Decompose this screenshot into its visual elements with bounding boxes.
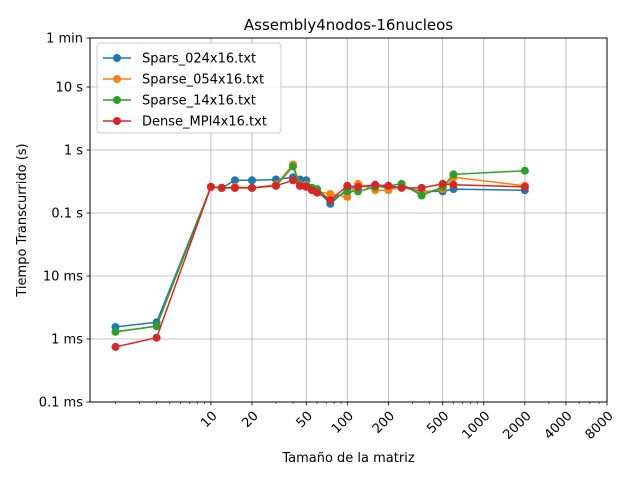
data-point	[111, 327, 120, 336]
legend-label: Dense_MPI4x16.txt	[142, 115, 267, 130]
data-point	[248, 176, 256, 185]
data-point	[230, 176, 239, 185]
legend-label: Sparse_14x16.txt	[142, 94, 256, 109]
data-point	[397, 183, 406, 192]
legend-marker	[113, 96, 121, 104]
y-tick-label: 10 s	[56, 81, 84, 96]
data-point	[449, 170, 458, 179]
y-tick-label: 0.1 s	[51, 207, 83, 222]
series-4	[111, 176, 529, 351]
y-tick-label: 1 s	[64, 144, 83, 159]
data-point	[111, 342, 120, 351]
data-point	[520, 182, 529, 191]
data-point	[217, 183, 226, 192]
legend-label: Spars_024x16.txt	[142, 52, 256, 67]
data-point	[438, 179, 447, 188]
data-point	[343, 187, 352, 196]
data-point	[230, 183, 239, 192]
series-lines	[111, 160, 529, 351]
data-point	[343, 181, 352, 190]
data-point	[152, 322, 161, 331]
x-axis-label: Tamaño de la matriz	[281, 451, 414, 466]
data-point	[326, 196, 335, 205]
data-point	[417, 191, 426, 200]
legend-marker	[113, 117, 121, 125]
data-point	[206, 182, 215, 191]
data-point	[343, 192, 352, 201]
data-point	[272, 181, 280, 190]
data-point	[152, 333, 161, 342]
data-point	[313, 188, 322, 197]
legend-label: Sparse_054x16.txt	[142, 73, 264, 88]
data-point	[326, 190, 335, 198]
y-axis-label: Tiempo Transcurrido (s)	[15, 143, 30, 297]
data-point	[248, 183, 256, 192]
y-tick-label: 1 ms	[51, 333, 83, 348]
data-point	[289, 162, 297, 171]
plot-frame	[89, 37, 608, 403]
data-point	[371, 180, 380, 189]
legend-marker	[113, 54, 121, 62]
data-point	[354, 182, 363, 191]
legend-marker	[113, 75, 121, 83]
legend-box	[96, 42, 282, 134]
legend: Spars_024x16.txt Sparse_054x16.txt Sparse_…	[96, 42, 282, 134]
y-tick-label: 0.1 ms	[39, 396, 83, 411]
chart-title: Assembly4nodos-16nucleos	[244, 16, 453, 34]
data-point	[449, 180, 458, 189]
data-point	[384, 181, 393, 190]
data-point	[296, 181, 304, 190]
data-point	[417, 183, 426, 192]
y-tick-label: 1 min	[46, 32, 83, 47]
data-point	[289, 176, 297, 185]
y-tick-label: 10 ms	[43, 270, 83, 285]
data-point	[520, 166, 529, 175]
